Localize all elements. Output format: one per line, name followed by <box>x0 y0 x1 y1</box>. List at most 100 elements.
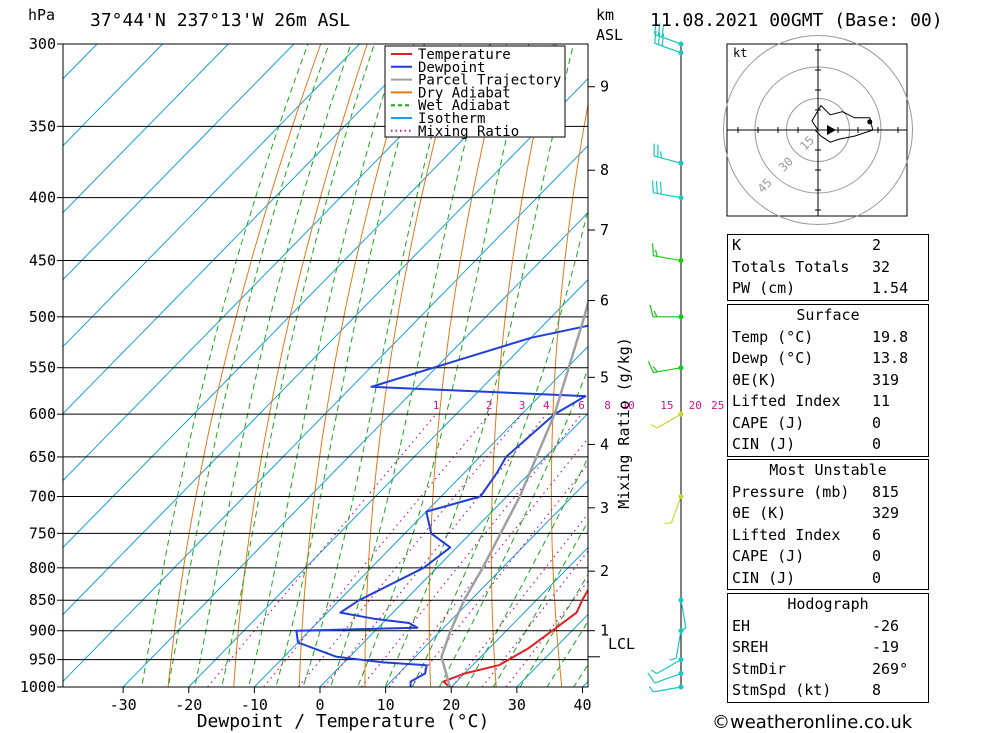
stat-row: CIN (J) 0 <box>728 568 928 590</box>
km-tick-label: 1 <box>600 622 609 640</box>
dry-adiabat-line <box>428 44 508 687</box>
mixing-ratio-label: 8 <box>604 399 611 412</box>
pressure-tick-label: 900 <box>29 622 56 640</box>
stat-value: 0 <box>872 568 882 587</box>
km-tick-label: 4 <box>600 435 609 453</box>
wet-adiabat-line <box>519 573 588 687</box>
stat-label: CAPE (J) <box>732 547 805 565</box>
stat-label: K <box>732 236 742 254</box>
wind-barb <box>651 243 684 264</box>
stat-row: Lifted Index 11 <box>728 391 928 413</box>
credit-link[interactable]: ©weatheronline.co.uk <box>712 712 913 733</box>
pressure-tick-label: 300 <box>29 35 56 53</box>
stat-value: 0 <box>872 413 882 432</box>
section-title: Hodograph <box>787 595 869 613</box>
mixing-ratio-axis-label: Mixing Ratio (g/kg) <box>615 337 633 509</box>
dry-adiabat-line <box>490 44 554 687</box>
stat-value: 2 <box>872 236 882 254</box>
wind-barb <box>650 411 684 429</box>
legend-label: Parcel Trajectory <box>418 73 561 89</box>
stat-label: EH <box>732 616 751 635</box>
stat-label: Temp (°C) <box>732 327 814 346</box>
stats-table-hodograph: Hodograph EH -26 SREH -19 StmDir 269° StmSp… <box>727 593 929 703</box>
mixing-ratio-label: 3 <box>519 399 526 412</box>
isotherm-line <box>384 479 588 687</box>
stat-row: EH -26 <box>728 616 928 638</box>
mixing-ratio-label: 4 <box>543 399 550 412</box>
mixing-ratio-line <box>481 550 588 687</box>
stat-row: Pressure (mb) 815 <box>728 482 928 504</box>
stat-label: StmDir <box>732 659 787 678</box>
km-tick-label: 8 <box>600 161 609 179</box>
mixing-ratio-label: 15 <box>660 399 673 412</box>
legend-label: Temperature <box>418 47 511 63</box>
wind-barb <box>653 143 684 166</box>
temperature-tick-label: 10 <box>377 696 395 714</box>
isotherm-line <box>63 44 295 281</box>
stat-label: SREH <box>732 638 769 656</box>
wind-barb <box>678 597 687 633</box>
isotherm-line <box>516 613 588 687</box>
pressure-tick-label: 500 <box>29 308 56 326</box>
stat-row: θE (K) 329 <box>728 503 928 525</box>
stat-label: Lifted Index <box>732 392 841 410</box>
temperature-tick-label: -20 <box>175 696 202 714</box>
dry-adiabat-line <box>972 7 1000 713</box>
temperature-tick-label: -10 <box>241 696 268 714</box>
stat-label: Dewp (°C) <box>732 349 814 367</box>
pressure-tick-label: 850 <box>29 591 56 609</box>
stat-row: StmDir 269° <box>728 659 928 681</box>
stat-value: -19 <box>872 638 900 656</box>
stat-value: 269° <box>872 659 909 678</box>
pressure-tick-label: 450 <box>29 252 56 270</box>
wet-adiabat-line <box>438 367 588 687</box>
stat-value: 815 <box>872 482 900 501</box>
stat-label: StmSpd (kt) <box>732 681 832 699</box>
stat-value: 0 <box>872 435 882 453</box>
stat-label: PW (cm) <box>732 279 796 297</box>
legend-label: Dry Adiabat <box>418 85 511 101</box>
stat-label: Totals Totals <box>732 257 850 276</box>
lcl-label: LCL <box>608 635 635 653</box>
stat-label: CAPE (J) <box>732 413 805 432</box>
stat-value: 19.8 <box>872 327 909 346</box>
wet-adiabat-line <box>221 44 375 687</box>
stat-value: 6 <box>872 525 882 544</box>
stat-row: CAPE (J) 0 <box>728 413 928 435</box>
pressure-tick-label: 350 <box>29 117 56 135</box>
wind-barb <box>654 30 684 56</box>
section-title: Surface <box>796 306 860 324</box>
pressure-tick-label: 600 <box>29 405 56 423</box>
x-axis-label: Dewpoint / Temperature (°C) <box>197 711 490 732</box>
dewpoint-profile <box>295 324 588 687</box>
km-tick-label: 9 <box>600 78 609 96</box>
stat-value: 11 <box>872 392 891 410</box>
legend-label: Wet Adiabat <box>418 98 511 114</box>
stat-row: Temp (°C) 19.8 <box>728 327 928 349</box>
isotherm-line <box>122 211 588 687</box>
isotherm-line <box>63 44 558 549</box>
wind-barb <box>650 657 684 675</box>
stat-row: CIN (J) 0 <box>728 434 928 456</box>
hpa-unit-label: hPa <box>28 6 55 24</box>
section-title: Most Unstable <box>769 461 887 479</box>
dry-adiabat-line <box>167 44 322 687</box>
legend-label: Isotherm <box>418 111 485 127</box>
wet-adiabat-line <box>329 44 492 687</box>
dry-adiabat-line <box>550 101 588 687</box>
isotherm-line <box>63 44 492 482</box>
temperature-tick-label: 20 <box>442 696 460 714</box>
mixing-ratio-label: 1 <box>433 399 440 412</box>
wet-adiabat-line <box>275 44 428 687</box>
temperature-tick-label: 0 <box>315 696 324 714</box>
isotherm-line <box>63 77 588 616</box>
pressure-tick-label: 750 <box>29 524 56 542</box>
isotherm-line <box>63 44 98 80</box>
wind-barb <box>664 494 684 525</box>
pressure-tick-label: 950 <box>29 651 56 669</box>
isotherm-line <box>253 345 588 687</box>
mixing-ratio-label: 6 <box>578 399 585 412</box>
parcel-trajectory <box>440 297 588 687</box>
